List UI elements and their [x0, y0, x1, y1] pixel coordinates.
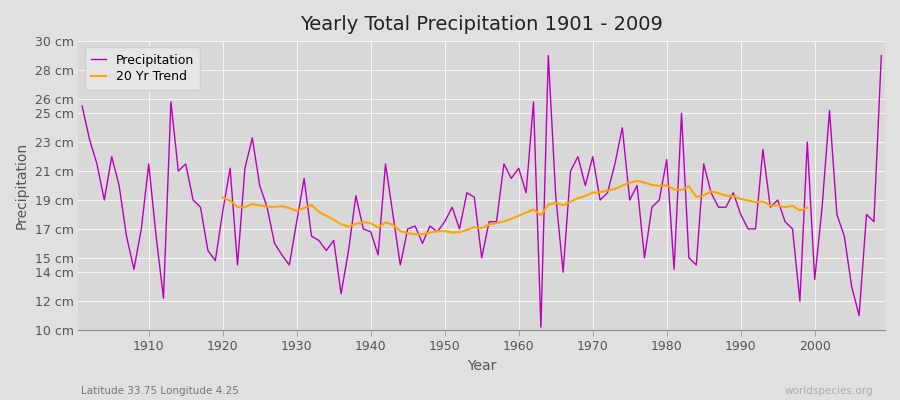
20 Yr Trend — [706, 189, 716, 194]
Precipitation — [616, 125, 627, 130]
Legend: Precipitation, 20 Yr Trend: Precipitation, 20 Yr Trend — [85, 47, 201, 90]
20 Yr Trend — [772, 203, 783, 208]
Precipitation — [343, 248, 354, 253]
Precipitation — [299, 176, 310, 181]
Text: worldspecies.org: worldspecies.org — [785, 386, 873, 396]
Line: Precipitation: Precipitation — [82, 56, 881, 327]
20 Yr Trend — [343, 224, 354, 229]
Text: Latitude 33.75 Longitude 4.25: Latitude 33.75 Longitude 4.25 — [81, 386, 239, 396]
Precipitation — [76, 104, 87, 108]
20 Yr Trend — [602, 188, 613, 193]
X-axis label: Year: Year — [467, 359, 497, 373]
Precipitation — [543, 53, 553, 58]
Line: 20 Yr Trend: 20 Yr Trend — [222, 181, 807, 234]
Title: Yearly Total Precipitation 1901 - 2009: Yearly Total Precipitation 1901 - 2009 — [301, 15, 663, 34]
Precipitation — [536, 325, 546, 330]
Precipitation — [506, 176, 517, 181]
Precipitation — [513, 166, 524, 171]
20 Yr Trend — [232, 204, 243, 209]
Y-axis label: Precipitation: Precipitation — [15, 142, 29, 229]
20 Yr Trend — [802, 205, 813, 210]
Precipitation — [876, 53, 886, 58]
Precipitation — [136, 226, 147, 231]
20 Yr Trend — [691, 194, 702, 199]
